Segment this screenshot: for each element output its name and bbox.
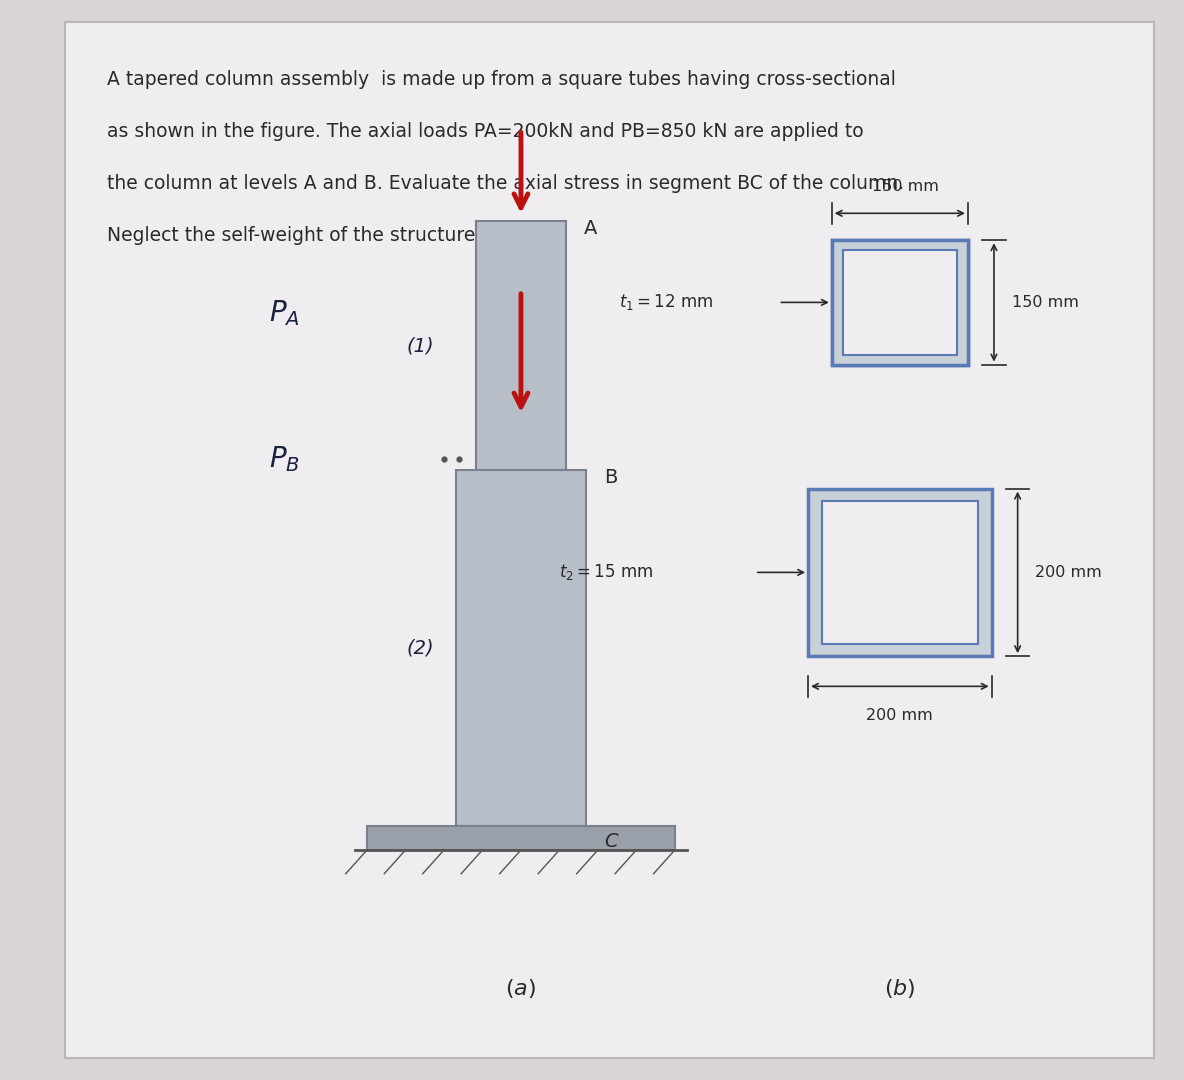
Text: 150 mm: 150 mm [873, 179, 939, 194]
Text: A: A [584, 219, 597, 239]
Text: $P_A$: $P_A$ [269, 298, 300, 328]
Text: A tapered column assembly  is made up from a square tubes having cross-sectional: A tapered column assembly is made up fro… [107, 70, 895, 90]
Text: C: C [604, 832, 618, 851]
Text: $P_B$: $P_B$ [269, 444, 300, 474]
Text: $t_2 = 15\ \mathrm{mm}$: $t_2 = 15\ \mathrm{mm}$ [560, 563, 654, 582]
Bar [367, 826, 675, 850]
Bar [456, 470, 586, 826]
Bar [809, 488, 992, 656]
Bar [831, 240, 969, 365]
Text: (1): (1) [406, 336, 435, 355]
Text: the column at levels A and B. Evaluate the axial stress in segment BC of the col: the column at levels A and B. Evaluate t… [107, 174, 903, 193]
Text: $t_1 = 12\ \mathrm{mm}$: $t_1 = 12\ \mathrm{mm}$ [618, 293, 713, 312]
Text: 200 mm: 200 mm [1036, 565, 1102, 580]
Text: as shown in the figure. The axial loads PA=200kN and PB=850 kN are applied to: as shown in the figure. The axial loads … [107, 122, 863, 141]
Text: $(a)$: $(a)$ [506, 976, 536, 1000]
Text: Neglect the self-weight of the structure: Neglect the self-weight of the structure [107, 226, 475, 245]
Text: 150 mm: 150 mm [1012, 295, 1079, 310]
Text: $(b)$: $(b)$ [884, 976, 915, 1000]
Text: (2): (2) [406, 638, 435, 658]
Bar [476, 221, 566, 470]
Bar [822, 501, 978, 644]
Text: B: B [604, 468, 617, 487]
Bar [831, 240, 969, 365]
Text: 200 mm: 200 mm [867, 708, 933, 723]
Bar [843, 251, 957, 354]
